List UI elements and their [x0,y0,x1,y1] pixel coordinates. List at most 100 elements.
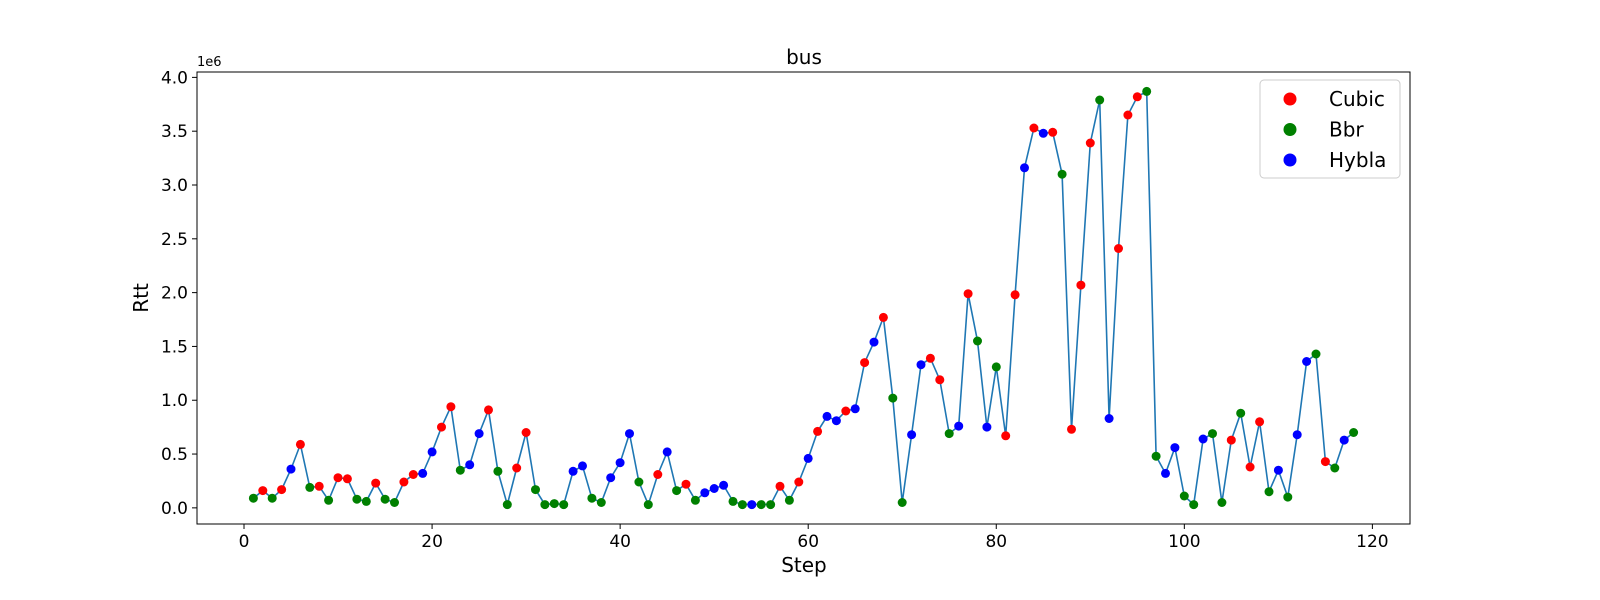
data-point [361,496,371,506]
data-point [813,426,823,436]
data-point [653,470,663,479]
data-point [1236,408,1246,418]
data-point [1038,128,1048,138]
data-point [1311,349,1321,359]
data-point [1349,428,1359,437]
x-tick-label: 100 [1168,532,1200,552]
legend-marker [1283,153,1297,167]
axes-frame [196,71,1411,525]
data-point [747,500,757,510]
data-point [991,362,1001,372]
data-point [1114,244,1123,253]
data-point [831,416,841,426]
data-point [474,429,484,439]
data-point [690,495,700,505]
data-point [1048,127,1058,137]
y-tick-label: 0.0 [161,499,188,519]
data-point [465,460,475,470]
data-point [766,500,776,510]
data-point [850,404,860,414]
data-point [427,447,437,457]
data-point [869,337,879,347]
data-point [512,463,522,473]
data-point [728,496,738,506]
data-point [606,473,616,483]
data-point [681,479,691,489]
data-point [1320,457,1330,467]
data-point [277,485,287,495]
data-point [484,405,493,415]
data-point [1189,500,1199,510]
data-point [803,453,813,463]
data-point [1029,123,1039,133]
data-point [662,447,672,457]
data-point [248,493,258,503]
data-point [897,498,907,507]
data-point [1095,95,1105,105]
data-point [399,477,409,487]
data-point [643,500,653,510]
data-point [342,474,352,484]
data-point [775,481,785,491]
data-point [719,480,729,490]
data-point [1273,465,1283,475]
data-point [1104,414,1114,423]
y-tick-label: 1.5 [161,337,188,357]
x-tick-label: 20 [421,532,443,552]
data-point [982,422,992,432]
x-tick-label: 60 [797,532,819,552]
data-point [1283,492,1293,502]
data-point [1245,462,1255,472]
data-point [860,358,870,368]
legend-label: Bbr [1329,118,1364,142]
data-point [1264,487,1274,497]
data-point [540,500,550,510]
data-point [258,486,268,496]
data-point [521,428,531,437]
data-point [1057,169,1067,179]
data-point [907,430,917,440]
data-point [437,422,446,432]
data-point [1001,431,1011,441]
data-point [408,470,418,479]
data-point [267,493,277,503]
data-point [1208,429,1217,439]
data-point [1132,92,1142,102]
data-point [531,485,540,495]
data-point [700,488,710,498]
y-tick-label: 1.0 [161,391,188,411]
data-point [1226,435,1236,445]
data-point [916,360,926,370]
data-point [1339,435,1349,445]
data-point [1161,468,1170,478]
data-point [822,411,832,421]
data-point [455,465,465,475]
data-point [1198,434,1208,444]
y-tick-label: 3.5 [161,122,188,142]
x-axis-label: Step [781,553,827,577]
data-point [878,312,888,322]
data-point [963,289,973,299]
data-point [286,464,296,474]
data-point [794,477,804,487]
data-point [1142,86,1152,96]
data-point [390,498,399,507]
data-point [380,494,390,504]
data-point [578,461,587,471]
data-point [1020,163,1029,173]
legend-marker [1283,92,1297,106]
legend-label: Hybla [1329,148,1386,172]
legend: Cubic Bbr Hybla [1259,79,1401,179]
y-tick-label: 0.5 [161,445,188,465]
data-point [784,495,794,505]
x-tick-label: 120 [1356,532,1388,552]
y-tick-label: 4.0 [161,68,188,88]
data-point [954,421,964,431]
data-point [1217,498,1227,507]
data-point [324,495,334,505]
data-point [371,478,381,488]
data-point [925,353,935,363]
data-point [672,486,682,496]
data-point [888,393,898,403]
data-point [615,458,625,468]
